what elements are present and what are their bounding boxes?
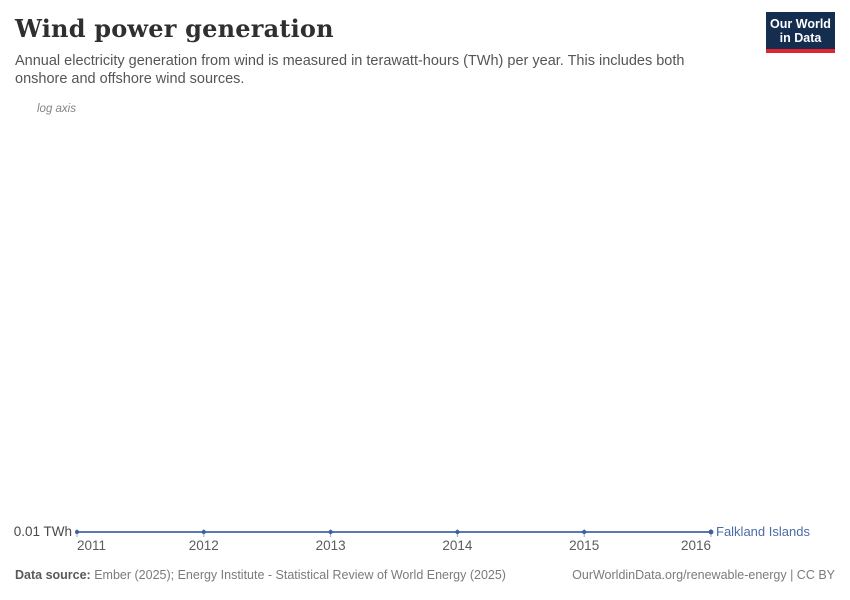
y-axis-tick-label: 0.01 TWh (13, 524, 72, 539)
data-point-marker[interactable] (328, 530, 333, 534)
owid-logo-text-line1: Our World (770, 17, 831, 31)
data-point-marker[interactable] (708, 529, 714, 535)
footer: Data source: Ember (2025); Energy Instit… (15, 568, 835, 582)
owid-logo-text-line2: in Data (779, 31, 822, 45)
data-source-text: Ember (2025); Energy Institute - Statist… (90, 568, 506, 582)
data-point-marker[interactable] (455, 530, 460, 534)
data-point-marker[interactable] (582, 530, 587, 534)
data-source-label: Data source: (15, 568, 91, 582)
page-title: Wind power generation (15, 14, 334, 43)
data-point-marker[interactable] (201, 530, 206, 534)
log-axis-note[interactable]: log axis (37, 103, 76, 115)
series-entity-label[interactable]: Falkland Islands (716, 524, 810, 539)
data-point-marker[interactable] (75, 530, 79, 534)
chart-subtitle: Annual electricity generation from wind … (15, 53, 685, 87)
license-link[interactable]: OurWorldinData.org/renewable-energy | CC… (572, 568, 835, 582)
data-source: Data source: Ember (2025); Energy Instit… (15, 568, 506, 582)
owid-logo[interactable]: Our World in Data (766, 12, 835, 53)
